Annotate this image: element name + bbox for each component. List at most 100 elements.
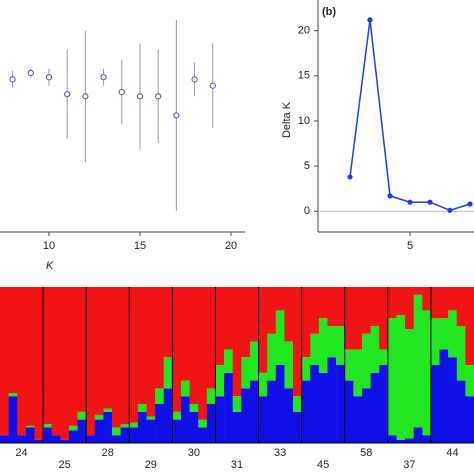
ancestry-segment	[215, 287, 225, 365]
ancestry-segment	[68, 430, 78, 443]
population-label: 37	[403, 459, 415, 471]
ancestry-segment	[241, 357, 251, 389]
ancestry-segment	[43, 287, 53, 425]
panel-a-xlabel: K	[46, 260, 54, 272]
ancestry-segment	[60, 287, 70, 440]
ancestry-segment	[103, 408, 113, 412]
ancestry-segment	[327, 357, 337, 443]
ancestry-segment	[258, 287, 268, 373]
ancestry-segment	[284, 388, 294, 443]
point	[191, 76, 198, 83]
ancestry-segment	[241, 388, 251, 443]
ancestry-segment	[249, 287, 259, 342]
ancestry-segment	[189, 404, 199, 412]
ancestry-segment	[439, 287, 449, 319]
ancestry-segment	[318, 287, 328, 319]
line	[349, 19, 471, 212]
ancestry-segment	[232, 411, 242, 443]
ancestry-segment	[86, 287, 96, 436]
ancestry-segment	[353, 396, 363, 443]
ancestry-segment	[129, 427, 139, 443]
ancestry-segment	[43, 427, 53, 443]
ancestry-segment	[206, 388, 216, 404]
ancestry-segment	[146, 419, 156, 443]
ancestry-segment	[465, 287, 474, 365]
ancestry-segment	[370, 372, 380, 443]
ancestry-segment	[146, 416, 156, 420]
ancestry-segment	[60, 439, 70, 443]
ancestry-segment	[8, 287, 18, 394]
ancestry-segment	[379, 349, 389, 365]
ancestry-segment	[456, 287, 466, 326]
point	[209, 82, 216, 89]
ancestry-segment	[275, 365, 285, 443]
ancestry-segment	[137, 404, 147, 412]
point	[347, 174, 353, 180]
ancestry-segment	[456, 326, 466, 381]
ancestry-segment	[310, 287, 320, 334]
ancestry-segment	[215, 396, 225, 443]
ancestry-segment	[318, 318, 328, 373]
ancestry-segment	[430, 287, 440, 319]
ancestry-segment	[189, 287, 199, 404]
population-label: 33	[274, 447, 286, 459]
point	[9, 76, 16, 83]
y-tick-label: 10	[298, 115, 310, 127]
ancestry-segment	[224, 372, 233, 443]
ancestry-segment	[361, 333, 371, 389]
population-label: 30	[188, 447, 200, 459]
ancestry-segment	[336, 365, 346, 443]
ancestry-segment	[94, 419, 104, 443]
ancestry-segment	[232, 287, 242, 397]
ancestry-segment	[361, 388, 371, 443]
ancestry-segment	[353, 287, 363, 350]
ancestry-segment	[387, 287, 397, 319]
ancestry-segment	[422, 435, 432, 443]
x-tick-label: 10	[43, 240, 55, 252]
ancestry-segment	[405, 438, 414, 443]
point	[82, 93, 89, 100]
ancestry-segment	[267, 380, 277, 443]
ancestry-segment	[206, 287, 216, 389]
ancestry-segment	[396, 315, 406, 440]
ancestry-segment	[180, 287, 190, 381]
point	[27, 69, 34, 77]
ancestry-segment	[301, 380, 311, 443]
panel-b-ylabel: Delta K	[281, 101, 293, 138]
ancestry-segment	[155, 388, 165, 404]
ancestry-segment	[284, 287, 294, 342]
ancestry-segment	[163, 388, 173, 443]
y-tick-label: 0	[304, 205, 310, 217]
ancestry-segment	[224, 287, 233, 350]
ancestry-segment	[17, 435, 27, 443]
population-label: 29	[145, 459, 157, 471]
y-tick-label: 5	[304, 160, 310, 172]
x-tick-label: 5	[407, 240, 413, 252]
ancestry-segment	[0, 435, 9, 443]
ancestry-segment	[405, 287, 414, 330]
ancestry-segment	[86, 435, 96, 443]
ancestry-segment	[34, 439, 44, 443]
ancestry-segment	[336, 287, 346, 326]
ancestry-segment	[353, 349, 363, 397]
ancestry-segment	[94, 414, 104, 420]
ancestry-segment	[198, 419, 208, 428]
ancestry-segment	[120, 427, 130, 443]
ancestry-segment	[180, 380, 190, 397]
ancestry-segment	[232, 396, 242, 412]
point	[64, 91, 71, 98]
ancestry-segment	[293, 411, 302, 443]
ancestry-segment	[51, 435, 61, 443]
ancestry-segment	[120, 287, 130, 425]
ancestry-segment	[301, 287, 311, 358]
point	[387, 193, 393, 199]
ancestry-segment	[422, 310, 432, 436]
ancestry-segment	[430, 318, 440, 365]
ancestry-segment	[215, 365, 225, 397]
ancestry-segment	[129, 287, 139, 423]
ancestry-segment	[293, 396, 302, 412]
population-label: 25	[59, 459, 71, 471]
ancestry-segment	[422, 287, 432, 311]
population-label: 24	[15, 447, 27, 459]
